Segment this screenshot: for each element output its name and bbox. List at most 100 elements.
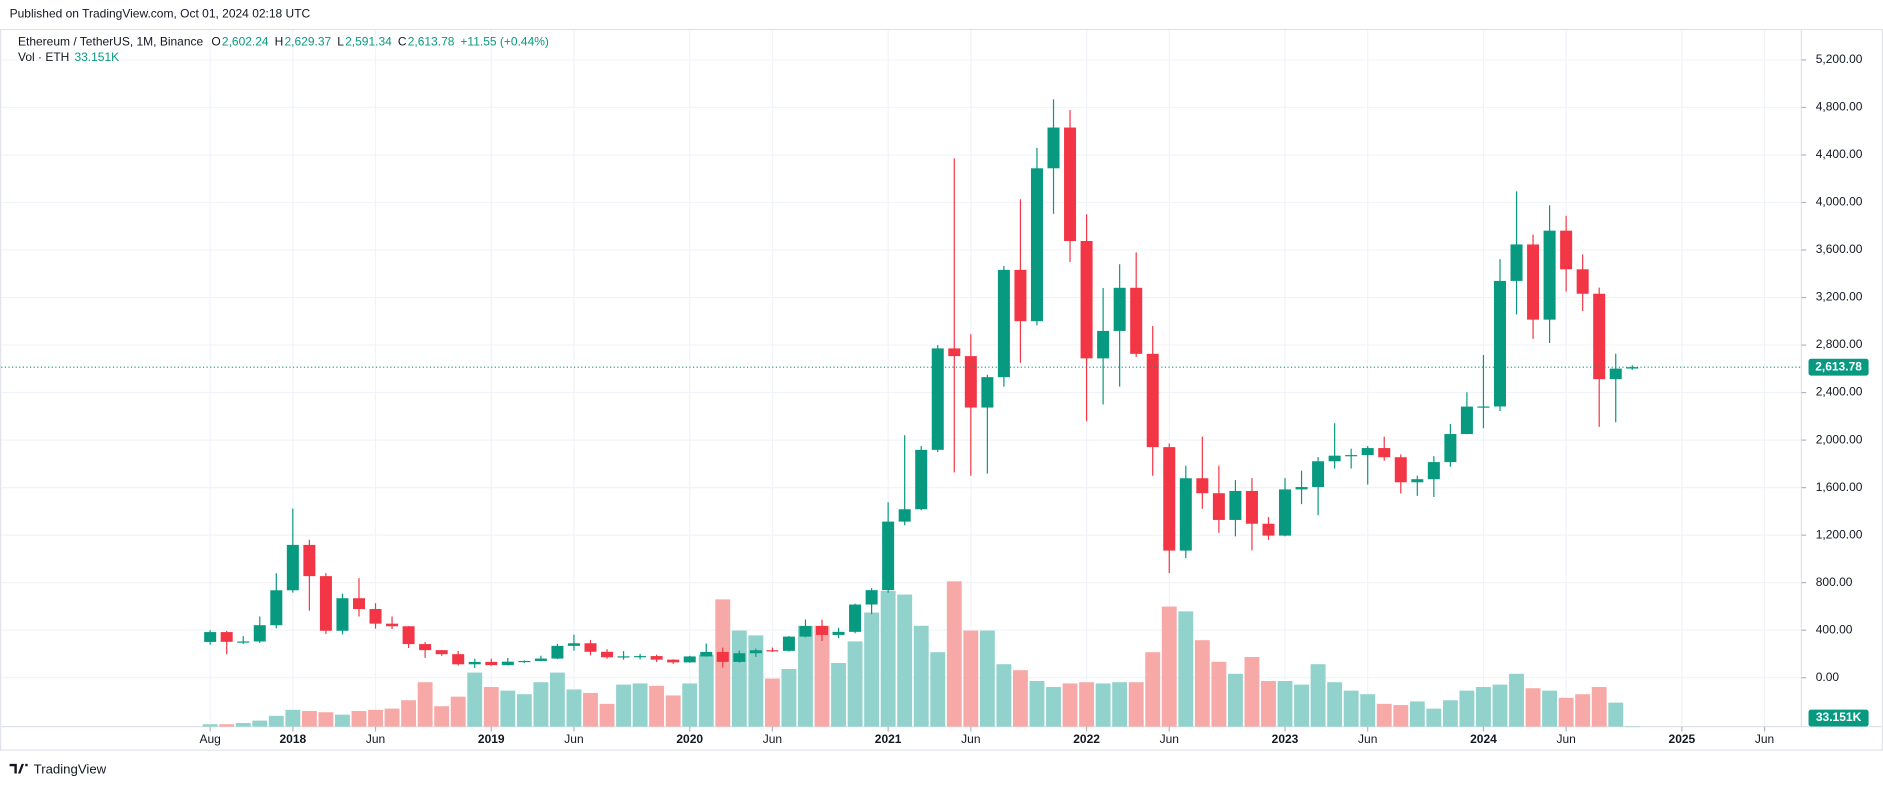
x-tick-label: Jun xyxy=(1556,732,1575,746)
volume-bar xyxy=(219,724,235,727)
y-tick-label: 1,200.00 xyxy=(1816,527,1863,541)
volume-bar xyxy=(1393,705,1409,727)
x-tick-label: Jun xyxy=(366,732,385,746)
candle-body xyxy=(849,604,862,632)
last-volume-label: 33.151K xyxy=(1816,710,1862,724)
y-tick-label: 1,600.00 xyxy=(1816,480,1863,494)
volume-bar xyxy=(252,720,268,727)
y-tick-label: 4,400.00 xyxy=(1816,147,1863,161)
volume-bar xyxy=(1112,682,1128,727)
candle-body xyxy=(1262,523,1275,536)
volume-bar xyxy=(897,594,913,727)
footer-logo xyxy=(9,763,28,774)
legend-value: 2,591.34 xyxy=(345,34,392,48)
candle-body xyxy=(981,377,994,408)
candle-body xyxy=(386,623,399,627)
x-tick-label: 2024 xyxy=(1470,732,1497,746)
volume-bar xyxy=(1459,690,1475,727)
published-note: Published on TradingView.com, Oct 01, 20… xyxy=(10,7,311,21)
candle-body xyxy=(1179,478,1192,551)
volume-bar xyxy=(549,672,565,727)
volume-bar xyxy=(814,625,830,727)
volume-legend-value: 33.151K xyxy=(74,50,119,64)
candle-body xyxy=(1378,448,1391,458)
volume-bar xyxy=(1575,694,1591,727)
x-tick-label: Jun xyxy=(1755,732,1774,746)
labels: 0.00 400.00 800.00 1,200.00 1,600.00 2,000.00… xyxy=(199,52,1869,746)
candle-body xyxy=(319,576,332,631)
y-tick-label: 4,000.00 xyxy=(1816,195,1863,209)
volume-bar xyxy=(384,708,400,727)
x-tick-label: Jun xyxy=(961,732,980,746)
candle-body xyxy=(667,659,680,663)
volume-bar xyxy=(566,689,582,727)
volume-bar xyxy=(1211,661,1227,727)
x-tick-label: Jun xyxy=(1160,732,1179,746)
volume-bar xyxy=(516,694,532,727)
volume-bar xyxy=(1178,611,1194,727)
candle-body xyxy=(1576,269,1589,294)
candle-body xyxy=(1444,434,1457,463)
volume-bar xyxy=(649,685,665,727)
volume-bar xyxy=(1194,640,1210,727)
candle-body xyxy=(253,625,266,642)
candle-body xyxy=(683,656,696,663)
x-tick-label: 2019 xyxy=(478,732,505,746)
candle-body xyxy=(650,656,663,660)
volume-bar xyxy=(1145,652,1161,727)
volume-bar xyxy=(1128,682,1144,727)
volume-bar xyxy=(1542,690,1558,727)
volume-bar xyxy=(963,630,979,727)
candle-body xyxy=(882,521,895,591)
volume-bar xyxy=(368,709,383,727)
candle-body xyxy=(700,651,713,657)
volume-bar xyxy=(268,715,284,727)
volume-bar xyxy=(351,711,367,727)
x-tick-label: Jun xyxy=(1358,732,1377,746)
candle-body xyxy=(1113,287,1126,331)
candle-body xyxy=(1427,462,1440,480)
y-tick-label: 400.00 xyxy=(1816,622,1853,636)
volume-bar xyxy=(798,625,813,727)
volume-bar xyxy=(301,711,317,727)
volume-bar xyxy=(1558,697,1574,727)
y-tick-label: 3,200.00 xyxy=(1816,290,1863,304)
volume-bar xyxy=(1343,690,1359,727)
footer-brand: TradingView xyxy=(34,761,107,776)
y-tick-label: 800.00 xyxy=(1816,575,1853,589)
volume-bar xyxy=(781,669,797,727)
candle-body xyxy=(1527,244,1540,320)
candle-body xyxy=(584,643,597,652)
candle-body xyxy=(1080,240,1093,359)
candle-body xyxy=(997,269,1010,378)
candle-body xyxy=(419,644,432,651)
candle-body xyxy=(237,641,250,643)
volume-bar xyxy=(698,654,714,727)
volume-bar xyxy=(401,700,417,727)
candle-body xyxy=(1212,493,1225,520)
candle-body xyxy=(1345,455,1358,457)
candle-body xyxy=(1229,490,1242,520)
candle-body xyxy=(369,609,382,624)
legend-value: 2,629.37 xyxy=(284,34,331,48)
candle-body xyxy=(1477,406,1490,408)
volume-bar xyxy=(979,630,995,727)
candle-body xyxy=(1394,457,1407,483)
volume-bar xyxy=(632,683,648,727)
candle-body xyxy=(303,544,316,577)
volume-bar xyxy=(1161,606,1177,727)
volume-bar xyxy=(417,682,433,727)
candle-body xyxy=(1361,448,1374,456)
candle-body xyxy=(286,544,299,591)
candle-body xyxy=(815,626,829,635)
candle-body xyxy=(352,598,365,610)
candle-body xyxy=(435,650,448,655)
volume-bar xyxy=(731,630,747,727)
x-tick-label: 2025 xyxy=(1669,732,1696,746)
volume-bar xyxy=(946,581,962,727)
volume-bar xyxy=(467,672,483,727)
candle-body xyxy=(1163,447,1176,551)
candle-body xyxy=(1279,489,1292,536)
volume-bar xyxy=(1244,656,1260,727)
